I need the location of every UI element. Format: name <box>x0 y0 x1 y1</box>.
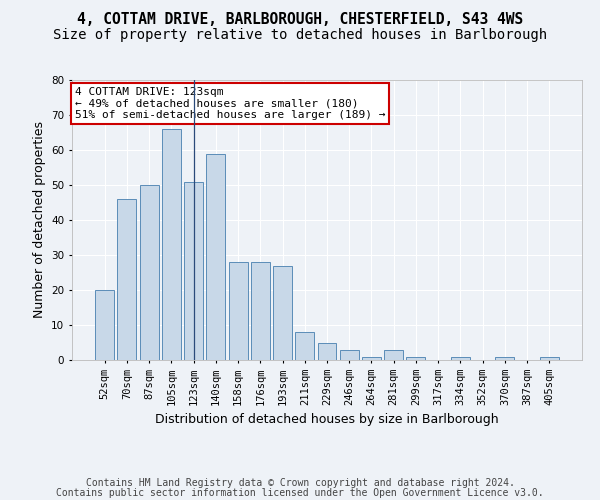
Text: Size of property relative to detached houses in Barlborough: Size of property relative to detached ho… <box>53 28 547 42</box>
Bar <box>118 199 136 360</box>
Bar <box>140 185 158 360</box>
Bar <box>317 342 337 360</box>
Text: 4, COTTAM DRIVE, BARLBOROUGH, CHESTERFIELD, S43 4WS: 4, COTTAM DRIVE, BARLBOROUGH, CHESTERFIE… <box>77 12 523 28</box>
Text: Contains HM Land Registry data © Crown copyright and database right 2024.: Contains HM Land Registry data © Crown c… <box>86 478 514 488</box>
Y-axis label: Number of detached properties: Number of detached properties <box>32 122 46 318</box>
Bar <box>384 350 403 360</box>
Bar <box>251 262 270 360</box>
X-axis label: Distribution of detached houses by size in Barlborough: Distribution of detached houses by size … <box>155 414 499 426</box>
Bar <box>406 356 425 360</box>
Bar <box>340 350 359 360</box>
Bar <box>184 182 203 360</box>
Bar <box>162 129 181 360</box>
Bar <box>540 356 559 360</box>
Bar <box>496 356 514 360</box>
Bar <box>451 356 470 360</box>
Text: Contains public sector information licensed under the Open Government Licence v3: Contains public sector information licen… <box>56 488 544 498</box>
Text: 4 COTTAM DRIVE: 123sqm
← 49% of detached houses are smaller (180)
51% of semi-de: 4 COTTAM DRIVE: 123sqm ← 49% of detached… <box>74 87 385 120</box>
Bar <box>229 262 248 360</box>
Bar <box>362 356 381 360</box>
Bar <box>95 290 114 360</box>
Bar <box>273 266 292 360</box>
Bar <box>295 332 314 360</box>
Bar <box>206 154 225 360</box>
